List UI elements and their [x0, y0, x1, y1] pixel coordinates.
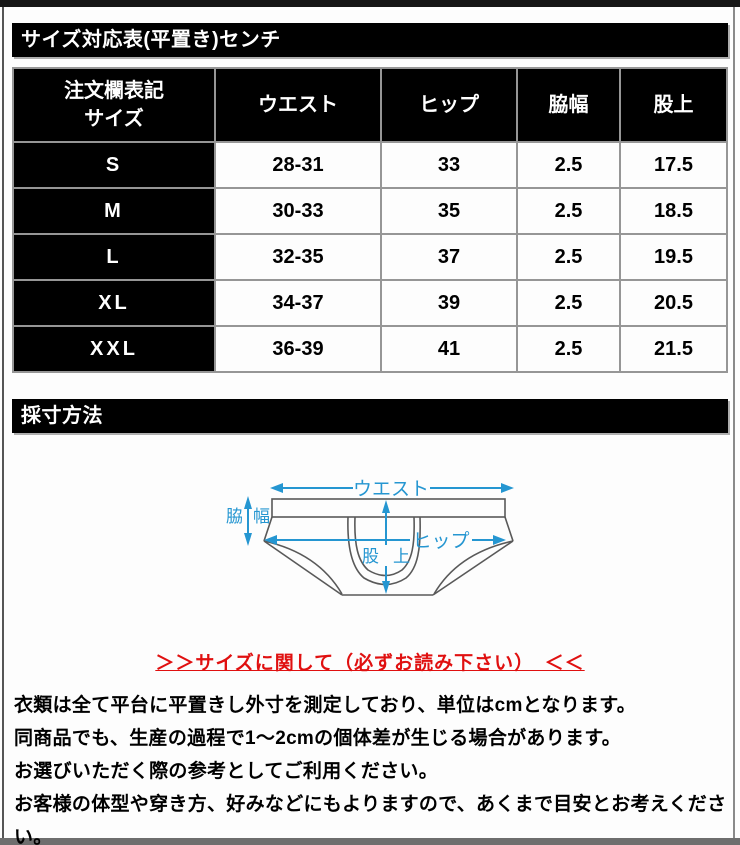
row-m-hip: 35	[382, 189, 516, 233]
waist-label: ウエスト	[353, 479, 429, 500]
hip-label: ヒップ	[412, 530, 469, 552]
arrowheads	[244, 483, 514, 594]
size-table: 注文欄表記 サイズ ウエスト ヒップ 脇幅 股上 S 28-31 33 2.5 …	[12, 67, 728, 373]
row-s-hip: 33	[382, 143, 516, 187]
row-s-side-width: 2.5	[518, 143, 619, 187]
row-xl-rise: 20.5	[621, 281, 726, 325]
notice-line-4: お客様の体型や穿き方、好みなどにもよりますので、あくまで目安とお考えください。	[14, 794, 727, 845]
size-table-section-title: サイズ対応表(平置き)センチ	[12, 23, 728, 57]
row-xxl-size: XXL	[14, 327, 214, 371]
frame-top-bar	[0, 0, 740, 7]
row-m-side-width: 2.5	[518, 189, 619, 233]
col-header-rise: 股上	[621, 69, 726, 141]
row-xxl-waist: 36-39	[216, 327, 380, 371]
frame-right-border	[733, 7, 735, 838]
row-xxl-side-width: 2.5	[518, 327, 619, 371]
row-s-size: S	[14, 143, 214, 187]
row-s-waist: 28-31	[216, 143, 380, 187]
row-m-rise: 18.5	[621, 189, 726, 233]
size-notice-body: 衣類は全て平台に平置きし外寸を測定しており、単位はcmとなります。 同商品でも、…	[14, 689, 730, 845]
notice-line-1: 衣類は全て平台に平置きし外寸を測定しており、単位はcmとなります。	[14, 695, 636, 716]
row-m-waist: 30-33	[216, 189, 380, 233]
col-header-size-label: 注文欄表記 サイズ	[14, 69, 214, 141]
frame-bottom-bar	[0, 838, 740, 845]
briefs-measurement-diagram: ウエスト 脇幅 ヒップ 股上	[226, 479, 514, 596]
row-s-rise: 17.5	[621, 143, 726, 187]
briefs-outline	[263, 498, 514, 596]
row-l-hip: 37	[382, 235, 516, 279]
row-xl-side-width: 2.5	[518, 281, 619, 325]
row-m-size: M	[14, 189, 214, 233]
row-xl-size: XL	[14, 281, 214, 325]
frame-left-border	[2, 7, 4, 838]
notice-line-2: 同商品でも、生産の過程で1～2cmの個体差が生じる場合があります。	[14, 728, 622, 749]
row-xl-hip: 39	[382, 281, 516, 325]
col-header-waist: ウエスト	[216, 69, 380, 141]
row-l-side-width: 2.5	[518, 235, 619, 279]
row-l-size: L	[14, 235, 214, 279]
row-xl-waist: 34-37	[216, 281, 380, 325]
rise-label: 股上	[362, 547, 410, 566]
col-header-side-width: 脇幅	[518, 69, 619, 141]
measurement-arrows	[247, 487, 502, 582]
size-notice-heading: ＞＞サイズに関して（必ずお読み下さい） ＜＜	[155, 653, 585, 674]
row-l-rise: 19.5	[621, 235, 726, 279]
row-xxl-hip: 41	[382, 327, 516, 371]
measure-section-title: 採寸方法	[12, 399, 728, 433]
row-l-waist: 32-35	[216, 235, 380, 279]
row-xxl-rise: 21.5	[621, 327, 726, 371]
col-header-hip: ヒップ	[382, 69, 516, 141]
notice-line-3: お選びいただく際の参考としてご利用ください。	[14, 761, 439, 782]
